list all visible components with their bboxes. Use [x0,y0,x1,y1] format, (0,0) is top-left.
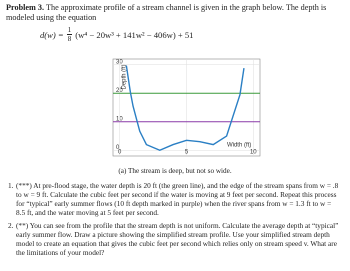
problem-label: Problem 3. [6,3,45,12]
question-list: 1. (***) At pre-flood stage, the water de… [8,181,342,261]
question: 1. (***) At pre-flood stage, the water de… [8,181,342,217]
question-number: 1. [8,181,14,190]
question: 2. (**) You can see from the profile that… [8,221,342,257]
x-axis-label: Width (ft) [227,143,251,149]
profile-curve [125,65,245,152]
question-number: 2. [8,221,14,230]
problem-header: Problem 3. The approximate profile of a … [6,3,344,23]
denominator: 8 [67,35,72,43]
numerator: 1 [66,26,73,35]
problem-text: The approximate profile of a stream chan… [6,3,327,22]
y-axis-label: Depth (ft) [121,64,127,89]
equation-rhs: (w⁴ − 20w³ + 141w² − 406w) + 51 [75,29,194,40]
y-tick-label: 0 [116,145,120,151]
question-text: (***) At pre-flood stage, the water dept… [16,181,339,217]
x-tick-label: 10 [250,150,257,156]
caption: (a) The stream is deep, but not so wide. [118,167,232,175]
equation-lhs: d(w) = [40,29,64,40]
question-text: (**) You can see from the profile that t… [16,221,339,257]
x-tick-label: 5 [185,150,189,156]
x-tick-label: 0 [118,150,122,156]
